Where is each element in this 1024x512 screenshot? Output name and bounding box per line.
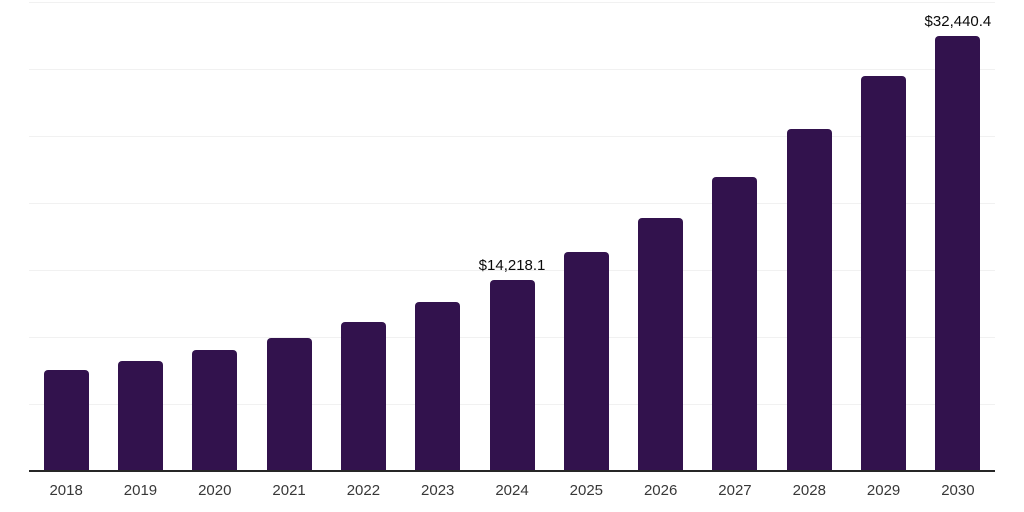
bar-slot-2019	[103, 2, 177, 471]
bar-2019	[117, 361, 163, 471]
bar-slot-2023	[401, 2, 475, 471]
x-axis-line	[29, 470, 995, 472]
bar-slot-2028	[772, 2, 846, 471]
bar-slot-2020	[178, 2, 252, 471]
bar-slot-2022	[326, 2, 400, 471]
bar-2029	[861, 76, 907, 471]
bar-slot-2026	[624, 2, 698, 471]
bar-slot-2029	[846, 2, 920, 471]
plot-area: $14,218.1 $32,440.4	[29, 2, 995, 472]
x-tick-2018: 2018	[49, 482, 83, 499]
gridline-30000	[29, 69, 995, 70]
bar-2030	[935, 36, 981, 471]
data-label-2030: $32,440.4	[924, 13, 992, 31]
bar-slot-2027	[698, 2, 772, 471]
x-tick-2020: 2020	[198, 482, 232, 499]
bar-2021	[266, 337, 312, 471]
bar-2028	[786, 129, 832, 471]
bar-2023	[415, 302, 461, 471]
bar-2025	[563, 252, 609, 471]
bar-slot-2021	[252, 2, 326, 471]
x-tick-2022: 2022	[346, 482, 381, 499]
bar-2020	[192, 350, 238, 471]
bar-2026	[638, 218, 684, 471]
x-tick-2025: 2025	[569, 482, 604, 499]
bar-slot-2018	[29, 2, 103, 471]
x-tick-2030: 2030	[941, 482, 975, 499]
gridline-35000	[29, 2, 995, 3]
x-axis-labels: 2018 2019 2020 2021 2022 2023 2024 2025 2026 2027…	[29, 481, 995, 500]
bar-slot-2030: $32,440.4	[921, 2, 995, 471]
x-tick-2024: 2024	[495, 482, 529, 499]
x-tick-2029: 2029	[866, 482, 901, 499]
x-tick-2023: 2023	[421, 482, 455, 499]
bar-2018	[43, 369, 89, 471]
x-tick-2028: 2028	[792, 482, 826, 499]
x-tick-2019: 2019	[123, 482, 158, 499]
x-tick-2021: 2021	[272, 482, 306, 499]
x-tick-2027: 2027	[718, 482, 752, 499]
data-label-2024: $14,218.1	[478, 257, 546, 275]
bar-2027	[712, 176, 758, 471]
bar-2022	[340, 322, 386, 471]
bars: $14,218.1 $32,440.4	[29, 2, 995, 471]
gridline-25000	[29, 136, 995, 137]
bar-slot-2024: $14,218.1	[475, 2, 549, 471]
x-tick-2026: 2026	[643, 482, 678, 499]
bar-2024	[489, 280, 535, 471]
gridline-20000	[29, 203, 995, 204]
gridline-15000	[29, 270, 995, 271]
bar-slot-2025	[549, 2, 623, 471]
